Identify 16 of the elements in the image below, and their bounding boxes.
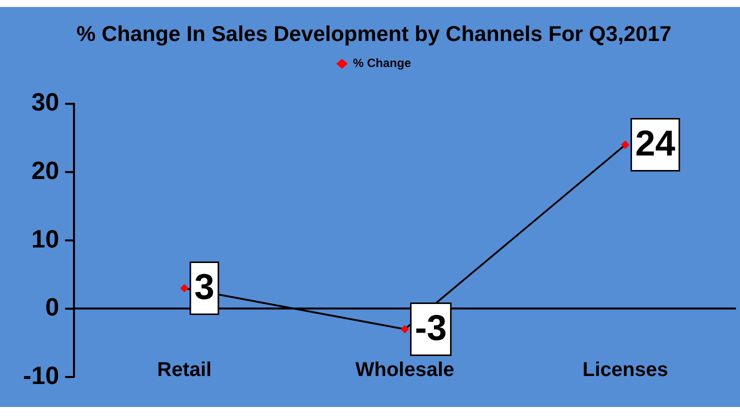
legend-label: % Change bbox=[352, 56, 412, 70]
point bbox=[400, 325, 409, 334]
y-tick-label: 0 bbox=[45, 294, 60, 322]
y-tick-label: -10 bbox=[22, 362, 60, 390]
y-tick-label: 10 bbox=[31, 225, 60, 254]
point bbox=[180, 284, 188, 292]
data-label: 24 bbox=[635, 122, 676, 164]
chart-title: % Change In Sales Development by Channels For Q3,2017 bbox=[76, 22, 672, 46]
point bbox=[621, 140, 630, 149]
x-tick-label: Licenses bbox=[582, 359, 668, 382]
y-tick-label: 30 bbox=[31, 88, 60, 117]
x-tick-label: Wholesale bbox=[355, 359, 454, 382]
y-tick-label: 20 bbox=[31, 156, 60, 185]
x-tick-label: Retail bbox=[157, 359, 212, 382]
data-label: -3 bbox=[414, 307, 447, 348]
data-label: 3 bbox=[194, 266, 214, 308]
